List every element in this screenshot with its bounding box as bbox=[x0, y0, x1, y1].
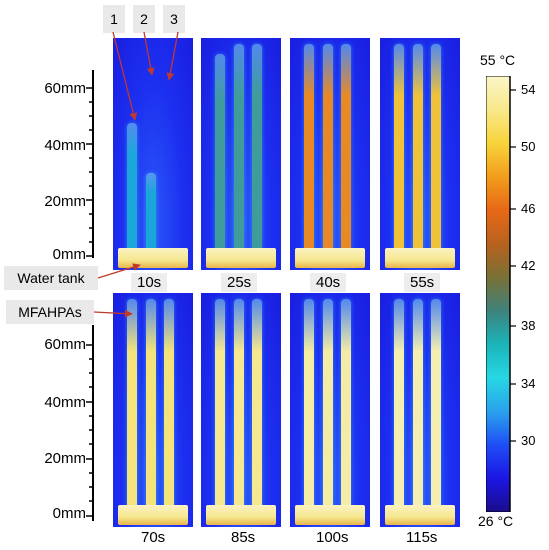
heat-pipe-2 bbox=[412, 44, 423, 252]
colorbar-gradient bbox=[485, 75, 511, 513]
heat-pipe-1 bbox=[127, 299, 138, 509]
thermal-frame-55s bbox=[380, 38, 460, 270]
colorbar-tick-42: 42 bbox=[521, 258, 536, 273]
time-label-55s: 55s bbox=[404, 273, 441, 292]
y-axis-top-line bbox=[86, 70, 94, 258]
arrow-tube-3 bbox=[166, 31, 179, 81]
time-label-10s: 10s bbox=[131, 273, 168, 292]
heat-pipe-3 bbox=[431, 44, 441, 252]
mfahpas-label: MFAHPAs bbox=[6, 300, 94, 324]
heat-pipe-2 bbox=[145, 299, 156, 509]
arrow-mfahpas bbox=[93, 309, 133, 318]
water-tank-block bbox=[384, 505, 456, 525]
colorbar-tick-38: 38 bbox=[521, 318, 536, 333]
water-tank-block bbox=[117, 248, 189, 268]
heat-pipe-1 bbox=[215, 299, 226, 509]
time-label-25s: 25s bbox=[221, 273, 258, 292]
thermal-frame-70s bbox=[113, 293, 193, 527]
tube-label-1: 1 bbox=[103, 5, 125, 33]
water-tank-label: Water tank bbox=[4, 266, 98, 290]
water-tank-block bbox=[205, 505, 277, 525]
heat-pipe-2 bbox=[412, 299, 423, 509]
colorbar-tick-50: 50 bbox=[521, 139, 536, 154]
y-tick-bottom-20: 20mm bbox=[44, 450, 86, 467]
heat-pipe-3 bbox=[252, 299, 262, 509]
thermal-frame-10s bbox=[113, 38, 193, 270]
arrow-tube-1 bbox=[112, 31, 138, 121]
tube-label-3: 3 bbox=[163, 5, 185, 33]
heat-pipe-3 bbox=[341, 299, 351, 509]
thermal-frame-100s bbox=[290, 293, 370, 527]
water-tank-block bbox=[205, 248, 277, 268]
time-label-100s: 100s bbox=[316, 529, 349, 546]
y-tick-top-60: 60mm bbox=[44, 80, 86, 97]
heat-pipe-2 bbox=[233, 299, 244, 509]
heat-pipe-3 bbox=[431, 299, 441, 509]
y-tick-top-20: 20mm bbox=[44, 193, 86, 210]
heat-pipe-3 bbox=[164, 299, 174, 509]
heat-pipe-3 bbox=[252, 44, 262, 252]
heat-pipe-1 bbox=[215, 54, 226, 252]
y-tick-top-0: 0mm bbox=[52, 246, 86, 263]
colorbar-tick-34: 34 bbox=[521, 376, 536, 391]
heat-pipe-1 bbox=[127, 123, 138, 252]
time-label-40s: 40s bbox=[310, 273, 347, 292]
thermal-frame-40s bbox=[290, 38, 370, 270]
heat-pipe-1 bbox=[394, 44, 405, 252]
colorbar-tick-54: 54 bbox=[521, 82, 536, 97]
heat-pipe-2 bbox=[145, 172, 156, 252]
heat-pipe-2 bbox=[322, 44, 333, 252]
heat-pipe-3 bbox=[341, 44, 351, 252]
thermal-frame-115s bbox=[380, 293, 460, 527]
y-tick-bottom-40: 40mm bbox=[44, 394, 86, 411]
tube-label-2: 2 bbox=[133, 5, 155, 33]
colorbar-tick-46: 46 bbox=[521, 201, 536, 216]
water-tank-block bbox=[294, 505, 366, 525]
time-label-85s: 85s bbox=[231, 529, 256, 546]
y-tick-bottom-0: 0mm bbox=[52, 505, 86, 522]
thermal-frame-85s bbox=[201, 293, 281, 527]
y-tick-top-40: 40mm bbox=[44, 137, 86, 154]
y-tick-bottom-60: 60mm bbox=[44, 336, 86, 353]
time-label-70s: 70s bbox=[141, 529, 166, 546]
heat-pipe-2 bbox=[322, 299, 333, 509]
heat-pipe-1 bbox=[304, 44, 315, 252]
colorbar-min-label: 26 °C bbox=[478, 513, 514, 529]
heat-pipe-1 bbox=[304, 299, 315, 509]
time-label-115s: 115s bbox=[406, 529, 438, 546]
water-tank-block bbox=[117, 505, 189, 525]
water-tank-block bbox=[384, 248, 456, 268]
colorbar-tick-30: 30 bbox=[521, 433, 536, 448]
colorbar-max-label: 55 °C bbox=[480, 52, 516, 68]
thermal-frame-25s bbox=[201, 38, 281, 270]
y-axis-bottom-line bbox=[86, 325, 94, 521]
heat-pipe-2 bbox=[233, 44, 244, 252]
arrow-tube-2 bbox=[143, 31, 155, 76]
heat-pipe-1 bbox=[394, 299, 405, 509]
colorbar bbox=[485, 75, 511, 513]
arrow-water-tank bbox=[97, 263, 141, 279]
water-tank-block bbox=[294, 248, 366, 268]
colorbar-axis bbox=[509, 76, 516, 512]
